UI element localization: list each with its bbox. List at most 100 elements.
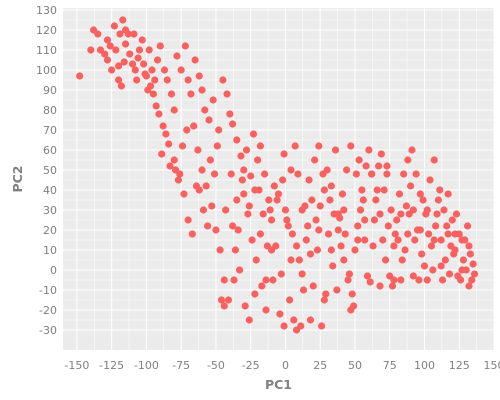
data-point — [181, 42, 189, 50]
data-point — [412, 170, 420, 178]
data-point — [347, 142, 355, 150]
data-point — [216, 246, 224, 254]
data-point — [245, 316, 253, 324]
data-point — [115, 76, 123, 84]
data-point — [306, 250, 315, 258]
data-point — [445, 270, 454, 278]
data-point — [423, 276, 431, 284]
data-point — [187, 90, 195, 98]
data-point — [203, 222, 212, 230]
data-point — [341, 230, 349, 238]
y-tick-label: 0 — [50, 264, 57, 277]
data-point — [416, 226, 424, 234]
data-point — [259, 210, 267, 218]
y-tick-label: 70 — [43, 124, 57, 137]
data-point — [121, 40, 130, 48]
data-point — [359, 196, 367, 204]
data-point — [344, 276, 352, 284]
data-points — [76, 16, 479, 334]
data-point — [465, 242, 473, 250]
data-point — [361, 236, 369, 244]
x-tick-label: -100 — [134, 359, 159, 372]
data-point — [76, 72, 84, 80]
data-point — [138, 36, 146, 44]
data-point — [411, 236, 419, 244]
x-tick-label: -125 — [99, 359, 124, 372]
data-point — [183, 126, 191, 134]
data-point — [238, 176, 246, 184]
data-point — [135, 46, 144, 54]
data-point — [398, 256, 406, 264]
data-point — [251, 290, 259, 298]
data-point — [133, 76, 141, 84]
data-point — [444, 190, 452, 198]
data-point — [128, 60, 137, 68]
data-point — [351, 246, 359, 254]
y-tick-label: -10 — [39, 284, 57, 297]
data-point — [430, 156, 438, 164]
data-point — [380, 186, 388, 194]
data-point — [120, 58, 128, 66]
data-point — [426, 176, 434, 184]
data-point — [352, 170, 360, 178]
data-point — [369, 242, 377, 250]
data-point — [434, 196, 442, 204]
data-point — [151, 76, 159, 84]
data-point — [391, 230, 399, 238]
data-point — [315, 226, 323, 234]
data-point — [208, 202, 216, 210]
data-point — [234, 226, 242, 234]
data-point — [320, 186, 328, 194]
data-point — [404, 230, 412, 238]
data-point — [340, 256, 348, 264]
data-point — [376, 282, 384, 290]
data-point — [347, 306, 355, 314]
data-point — [165, 140, 173, 148]
data-point — [383, 162, 391, 170]
data-point — [447, 242, 455, 250]
data-point — [334, 210, 342, 218]
x-tick-label: -50 — [207, 359, 225, 372]
grid-lines — [63, 8, 495, 350]
data-point — [470, 270, 479, 278]
data-point — [309, 282, 317, 290]
data-point — [458, 266, 466, 274]
data-point — [383, 170, 391, 178]
data-point — [288, 230, 297, 238]
data-point — [292, 242, 301, 250]
y-tick-label: 50 — [43, 164, 57, 177]
data-point — [469, 260, 477, 268]
data-point — [322, 290, 330, 298]
data-point — [119, 16, 127, 24]
data-point — [202, 182, 210, 190]
data-point — [184, 216, 192, 224]
data-point — [440, 206, 448, 214]
x-tick-label: -75 — [172, 359, 190, 372]
data-point — [160, 66, 169, 74]
data-point — [144, 86, 152, 94]
data-point — [178, 142, 187, 150]
y-tick-label: 30 — [43, 204, 57, 217]
data-point — [116, 30, 124, 38]
data-point — [286, 296, 294, 304]
data-point — [313, 246, 322, 254]
y-tick-label: 110 — [36, 44, 57, 57]
data-point — [209, 96, 217, 104]
data-point — [461, 236, 469, 244]
data-point — [457, 276, 465, 284]
data-point — [226, 110, 234, 118]
x-axis-title: PC1 — [265, 377, 292, 392]
data-point — [354, 236, 362, 244]
data-point — [140, 60, 148, 68]
data-point — [222, 206, 230, 214]
data-point — [327, 246, 335, 254]
data-point — [241, 302, 249, 310]
data-point — [227, 170, 235, 178]
data-point — [465, 282, 473, 290]
data-point — [274, 190, 283, 198]
data-point — [262, 276, 270, 284]
data-point — [375, 162, 383, 170]
data-point — [418, 250, 426, 258]
data-point — [273, 196, 281, 204]
data-point — [404, 156, 412, 164]
